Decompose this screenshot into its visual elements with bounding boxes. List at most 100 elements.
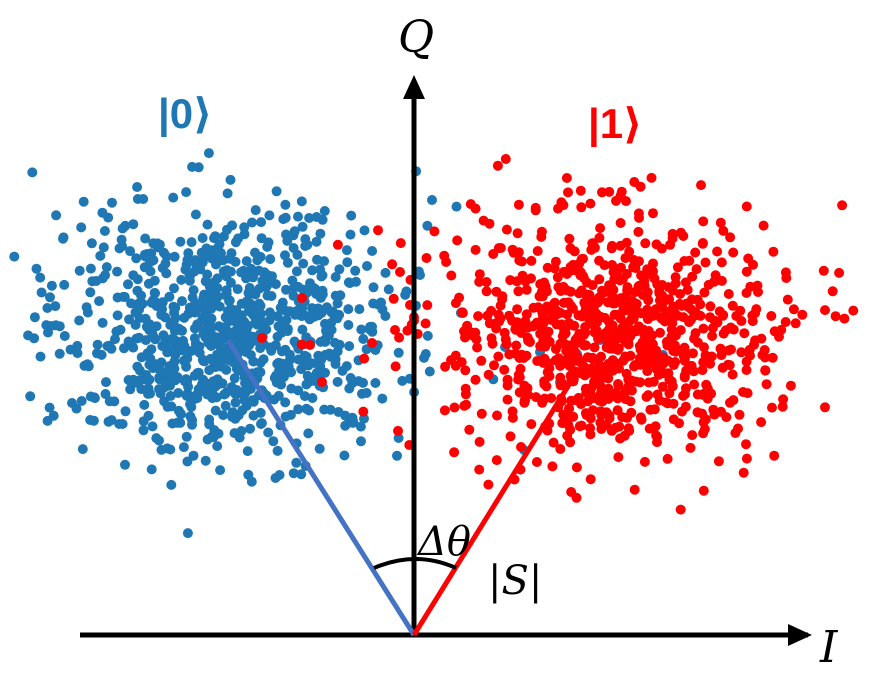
state-1-point	[685, 442, 696, 453]
state-1-point	[571, 355, 582, 366]
state-1-point	[767, 402, 777, 413]
state-1-point	[629, 177, 640, 187]
state-0-point	[212, 441, 223, 452]
state-0-point	[128, 270, 139, 281]
state-1-point	[564, 233, 575, 244]
state-1-point	[332, 239, 343, 250]
state-1-point	[607, 240, 618, 251]
state-1-point	[317, 377, 327, 387]
state-1-point	[642, 366, 653, 377]
state-1-point	[595, 417, 606, 428]
state-1-point	[440, 361, 451, 372]
state-1-point	[666, 324, 677, 335]
state-1-point	[661, 306, 672, 317]
state-1-point	[620, 253, 631, 264]
state-0-point	[236, 298, 247, 309]
state-0-point	[340, 410, 351, 421]
state-1-point	[439, 250, 450, 261]
state-1-point	[481, 277, 492, 287]
state-1-point	[768, 246, 779, 257]
state-1-point	[635, 412, 646, 423]
state-0-point	[101, 262, 112, 273]
state-1-point	[257, 333, 267, 343]
state-0-point	[185, 399, 195, 410]
state-0-point	[303, 428, 314, 439]
state-0-point	[160, 341, 170, 352]
state-1-point	[744, 344, 755, 355]
state-0-point	[223, 266, 234, 277]
state-1-point	[687, 294, 697, 305]
state-1-point	[513, 199, 524, 210]
state-1-point	[741, 365, 752, 375]
state-1-point	[576, 285, 587, 296]
state-0-point	[451, 201, 462, 212]
state-0-point	[337, 365, 348, 376]
state-1-point	[555, 444, 566, 454]
state-0-point	[169, 356, 180, 367]
state-0-point	[181, 361, 192, 372]
state-1-point	[545, 306, 556, 316]
state-0-point	[141, 370, 152, 380]
state-0-point	[218, 410, 229, 421]
state-0-point	[197, 233, 208, 243]
state-0-point	[346, 210, 357, 221]
state-1-point	[576, 420, 587, 431]
state-1-point	[718, 225, 729, 236]
state-0-point	[303, 377, 314, 388]
state-0-point	[27, 167, 38, 178]
state-0-point	[299, 391, 310, 402]
state-1-point	[558, 409, 569, 420]
state-1-point	[296, 339, 307, 350]
state-1-point	[493, 351, 504, 362]
state-1-point	[610, 298, 620, 309]
state-1-point	[573, 310, 584, 321]
state-0-point	[44, 402, 55, 413]
state-1-point	[697, 365, 708, 376]
state-0-point	[146, 297, 157, 308]
state-1-point	[629, 484, 640, 495]
q-axis-label: Q	[398, 12, 434, 63]
state-1-point	[738, 387, 748, 397]
state-1-point	[502, 374, 513, 385]
state-0-point	[99, 226, 110, 236]
state-1-point	[619, 319, 630, 330]
state-1-point	[606, 425, 617, 436]
state-1-point	[769, 450, 780, 461]
state-1-point	[512, 304, 523, 315]
state-1-point	[776, 324, 787, 335]
state-0-point	[202, 219, 213, 230]
state-1-point	[644, 355, 655, 366]
state-0-point	[134, 332, 144, 343]
state-0-point	[244, 340, 255, 351]
state-1-point	[629, 361, 639, 372]
state-1-point	[616, 262, 626, 273]
state-0-point	[139, 399, 150, 410]
state-1-point	[499, 364, 510, 375]
state-1-point	[711, 275, 722, 286]
state-1-point	[373, 225, 383, 236]
state-0-point	[332, 376, 343, 387]
state-0-point	[182, 528, 193, 539]
state-0-point	[96, 349, 107, 360]
state-1-point	[705, 301, 716, 312]
state-0-point	[354, 304, 365, 315]
state-1-point	[481, 286, 492, 297]
state-0-point	[175, 236, 186, 247]
state-0-point	[362, 261, 372, 271]
state-0-point	[319, 404, 330, 415]
state-1-point	[672, 262, 683, 273]
state-1-point	[603, 373, 614, 384]
state-0-point	[420, 349, 431, 359]
state-0-point	[97, 317, 108, 328]
state-0-point	[116, 234, 127, 245]
state-0-point	[236, 267, 247, 278]
state-1-point	[728, 247, 739, 258]
state-0-point	[200, 249, 211, 260]
state-0-point	[239, 229, 250, 240]
state-0-point	[304, 213, 315, 223]
state-0-point	[125, 246, 136, 257]
state-1-point	[514, 372, 525, 383]
state-1-point	[522, 383, 533, 394]
state-0-point	[256, 233, 267, 244]
state-1-point	[297, 293, 307, 303]
